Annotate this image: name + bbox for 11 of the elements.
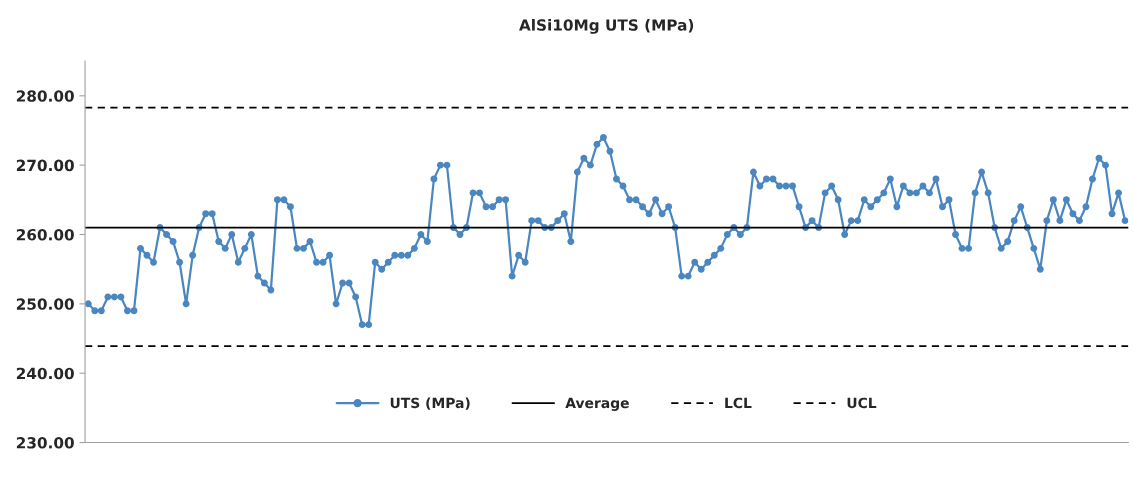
y-tick-label: 260.00 — [16, 228, 74, 241]
y-tick-label: 270.00 — [16, 159, 74, 172]
y-tick-label: 280.00 — [16, 90, 74, 102]
legend-label: UCL — [847, 397, 877, 409]
legend-label: Average — [565, 397, 629, 411]
chart-title: AlSi10Mg UTS (MPa) — [519, 18, 694, 34]
y-tick-label: 230.00 — [16, 437, 74, 449]
y-tick-label: 240.00 — [16, 367, 74, 380]
legend-label: LCL — [725, 397, 752, 409]
y-tick-label: 250.00 — [16, 298, 74, 310]
legend-label: UTS (MPa) — [390, 397, 470, 410]
